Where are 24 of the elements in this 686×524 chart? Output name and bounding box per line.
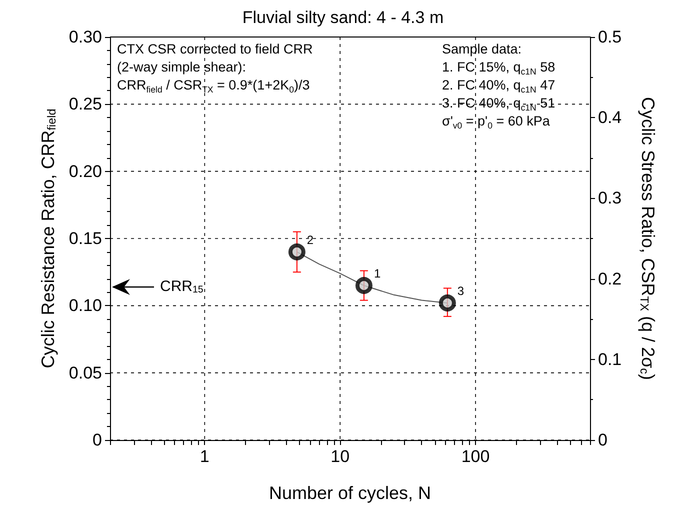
y-tick-label: 0.30 <box>68 28 102 46</box>
y2-tick-label: 0.5 <box>598 28 622 46</box>
y-tick-label: 0.25 <box>68 94 102 114</box>
y-tick-label: 0 <box>92 430 102 450</box>
y2-tick-label: 0 <box>598 430 608 450</box>
y-axis-title: Cyclic Resistance Ratio, CRRfield <box>38 108 59 368</box>
y-tick-label: 0.10 <box>68 296 102 316</box>
y2-axis-title: Cyclic Stress Ratio, CSRTX (q / 2σc) <box>638 97 658 380</box>
y-tick-label: 0.15 <box>68 229 102 248</box>
y2-tick-label: 0.3 <box>598 188 622 208</box>
annotation: CRR15 <box>160 278 204 296</box>
chart-title: Fluvial silty sand: 4 - 4.3 m <box>242 8 444 27</box>
y-tick-label: 0.20 <box>68 162 102 181</box>
x-axis-title: Number of cycles, N <box>268 483 432 503</box>
annotation: 2 <box>306 232 314 247</box>
y2-tick-label: 0.4 <box>598 108 622 128</box>
x-tick-label: 1 <box>200 447 210 466</box>
y2-tick-label: 0.2 <box>598 269 622 288</box>
y2-tick-label: 0.1 <box>598 350 622 369</box>
annotation: 3 <box>457 284 464 298</box>
annotation: 1 <box>374 266 381 281</box>
y-tick-label: 0.05 <box>68 363 102 382</box>
x-tick-label: 10 <box>330 447 350 466</box>
x-tick-label: 100 <box>461 447 490 466</box>
